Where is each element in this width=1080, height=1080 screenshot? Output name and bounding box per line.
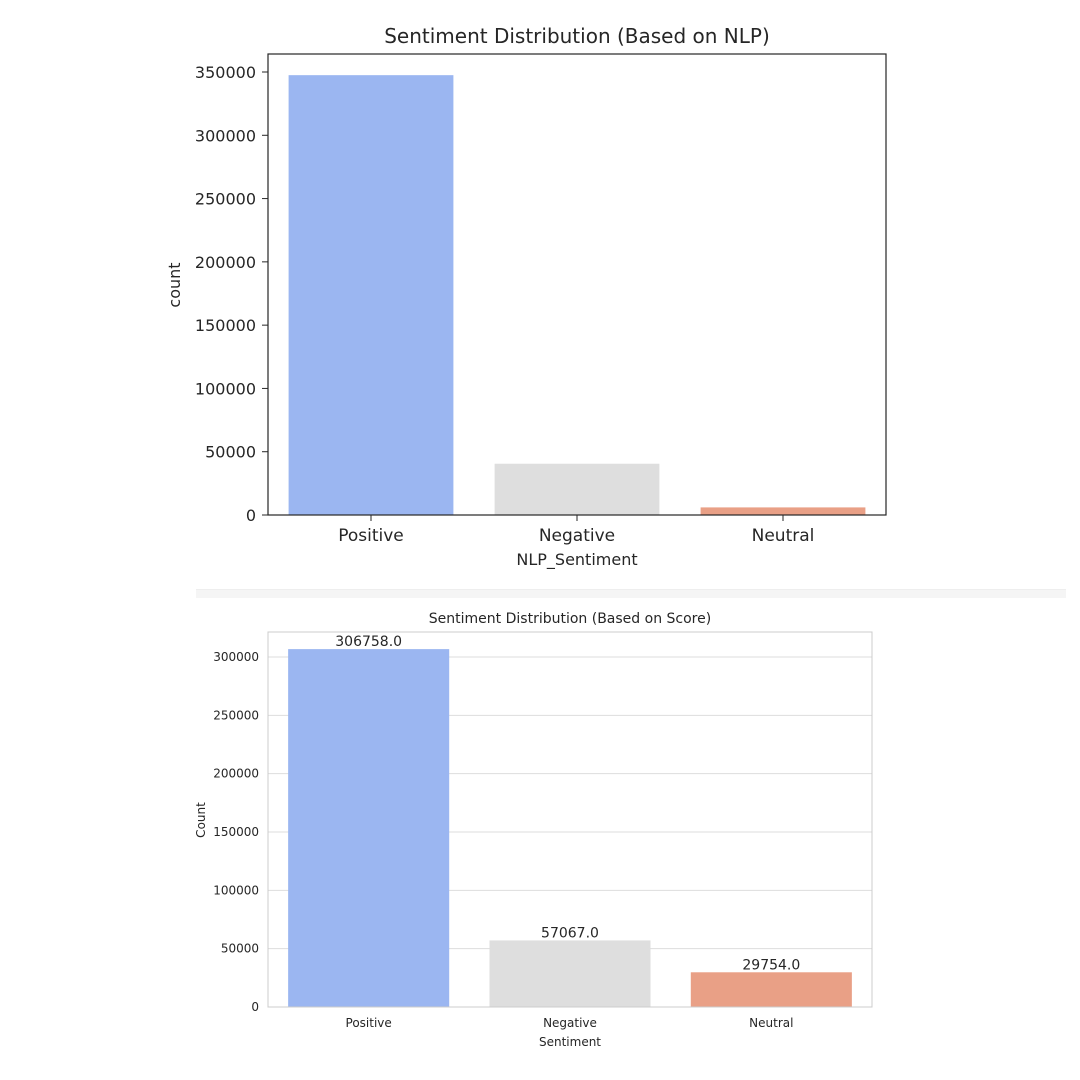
bar-neutral <box>700 507 866 515</box>
bar-positive <box>288 75 454 516</box>
plot-frame <box>267 631 873 1008</box>
chart-title: Sentiment Distribution (Based on NLP) <box>384 24 770 48</box>
plot-frame <box>267 53 887 516</box>
y-tick-label: 350000 <box>195 63 256 82</box>
y-tick-label: 300000 <box>195 126 256 145</box>
bar-positive <box>288 649 450 1007</box>
x-tick-label: Neutral <box>752 526 815 546</box>
y-axis-label: Count <box>194 802 208 838</box>
y-tick-label: 300000 <box>213 650 259 664</box>
nlp-sentiment-chart: Sentiment Distribution (Based on NLP) co… <box>165 24 887 570</box>
x-axis-label: NLP_Sentiment <box>516 550 637 570</box>
x-tick-label: Neutral <box>749 1016 793 1030</box>
section-divider <box>196 589 1066 598</box>
y-tick-label: 50000 <box>205 443 256 462</box>
y-tick-label: 50000 <box>221 942 259 956</box>
y-tick-label: 250000 <box>195 190 256 209</box>
x-tick-label: Positive <box>338 526 404 546</box>
y-tick-label: 200000 <box>213 767 259 781</box>
chart-title: Sentiment Distribution (Based on Score) <box>429 611 711 627</box>
bar-neutral <box>690 972 852 1007</box>
x-tick-label: Negative <box>543 1016 597 1030</box>
y-tick-label: 250000 <box>213 708 259 722</box>
y-tick-label: 150000 <box>213 825 259 839</box>
x-tick-label: Negative <box>539 526 615 546</box>
bar-value-label: 306758.0 <box>335 634 402 650</box>
bar-value-label: 57067.0 <box>541 925 599 941</box>
bar-value-label: 29754.0 <box>742 957 800 973</box>
y-tick-label: 100000 <box>213 883 259 897</box>
x-axis-label: Sentiment <box>539 1035 601 1049</box>
y-tick-label: 100000 <box>195 379 256 398</box>
y-tick-label: 200000 <box>195 253 256 272</box>
y-tick-label: 0 <box>251 1000 259 1014</box>
bar-negative <box>489 940 651 1007</box>
y-axis-label: count <box>165 262 184 307</box>
x-tick-label: Positive <box>346 1016 392 1030</box>
bar-negative <box>494 463 660 515</box>
y-tick-label: 0 <box>246 506 256 525</box>
y-tick-label: 150000 <box>195 316 256 335</box>
